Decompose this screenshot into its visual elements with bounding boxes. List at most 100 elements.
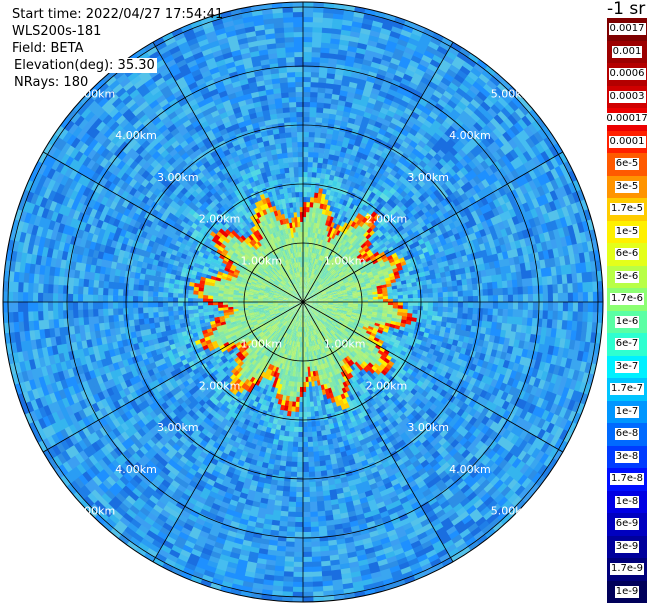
range-gate-bin [320,42,331,49]
range-gate-bin [304,271,307,278]
range-gate-bin [303,281,305,287]
range-gate-bin [305,287,308,293]
range-gate-bin [462,307,469,314]
range-gate-bin [318,81,327,89]
range-gate-bin [307,256,310,263]
range-gate-bin [303,6,314,13]
range-gate-bin [330,169,336,176]
range-gate-bin [310,91,319,98]
range-gate-bin [341,79,351,87]
range-gate-bin [305,256,308,263]
range-gate-bin [344,211,351,219]
range-gate-bin [333,154,340,162]
range-gate-bin [324,193,330,201]
range-gate-bin [306,282,309,288]
range-gate-bin [306,276,309,283]
range-gate-bin [311,278,315,284]
range-gate-bin [341,162,349,169]
range-gate-bin [309,267,312,273]
range-gate-bin [391,52,403,62]
range-gate-bin [320,132,327,139]
range-gate-bin [314,126,322,133]
range-gate-bin [310,86,319,93]
range-gate-bin [340,84,350,92]
range-gate-bin [327,123,335,130]
range-gate-bin [320,261,325,267]
range-gate-bin [321,32,332,39]
range-gate-bin [312,252,316,259]
range-gate-bin [319,202,325,210]
range-gate-bin [318,207,323,214]
range-gate-bin [381,22,394,32]
range-gate-bin [318,72,328,79]
range-gate-bin [381,80,392,89]
range-gate-bin [303,41,313,48]
range-gate-bin [324,252,330,258]
range-gate-bin [342,70,353,78]
range-gate-bin [329,108,338,115]
range-gate-bin [303,191,308,198]
range-gate-bin [319,255,324,261]
range-gate-bin [326,231,332,238]
range-gate-bin [309,283,313,289]
range-gate-bin [303,66,312,73]
range-gate-bin [339,89,349,97]
range-gate-bin [391,25,403,35]
range-gate-bin [303,136,310,143]
range-gate-bin [319,57,330,64]
range-gate-bin [381,102,391,111]
range-gate-bin [304,291,306,298]
range-gate-bin [311,262,315,269]
range-gate-bin [327,220,333,227]
range-gate-bin [487,302,494,309]
range-gate-bin [311,46,322,53]
range-gate-bin [307,282,310,288]
range-gate-bin [305,266,307,273]
range-gate-bin [339,39,350,46]
range-gate-bin [303,56,312,63]
range-gate-bin [336,109,344,117]
range-gate-bin [567,292,574,303]
range-gate-bin [378,63,390,72]
range-gate-bin [421,32,433,42]
range-gate-bin [477,302,484,309]
range-gate-bin [336,160,344,168]
range-gate-bin [311,51,321,58]
range-gate-bin [307,277,311,283]
range-gate-bin [303,201,307,208]
range-gate-bin [310,267,313,274]
range-gate-bin [432,306,439,312]
range-gate-bin [335,114,343,122]
range-gate-bin [335,68,345,76]
range-gate-bin [303,291,306,298]
range-gate-bin [308,272,311,278]
range-gate-bin [324,92,333,99]
range-gate-bin [582,292,589,303]
range-gate-bin [388,35,400,44]
range-gate-bin [412,298,419,303]
range-gate-bin [303,231,306,237]
range-gate-bin [572,302,579,313]
range-gate-bin [317,264,321,271]
range-gate-bin [332,83,342,91]
range-gate-bin [342,199,349,207]
range-gate-bin [482,295,489,303]
range-gate-bin [552,302,559,312]
range-gate-bin [312,257,316,264]
range-gate-bin [407,37,420,47]
range-gate-bin [400,28,413,38]
range-gate-bin [462,290,469,297]
range-gate-bin [407,302,414,307]
range-gate-bin [312,273,316,280]
range-gate-bin [305,276,307,283]
range-gate-bin [309,277,312,284]
range-gate-bin [337,202,343,210]
range-gate-bin [303,251,305,257]
range-gate-bin [372,304,379,308]
range-gate-bin [332,180,338,187]
range-gate-bin [385,71,396,80]
range-gate-bin [402,51,414,61]
range-gate-bin [310,81,319,88]
range-gate-bin [309,206,314,213]
range-gate-bin [314,217,318,224]
